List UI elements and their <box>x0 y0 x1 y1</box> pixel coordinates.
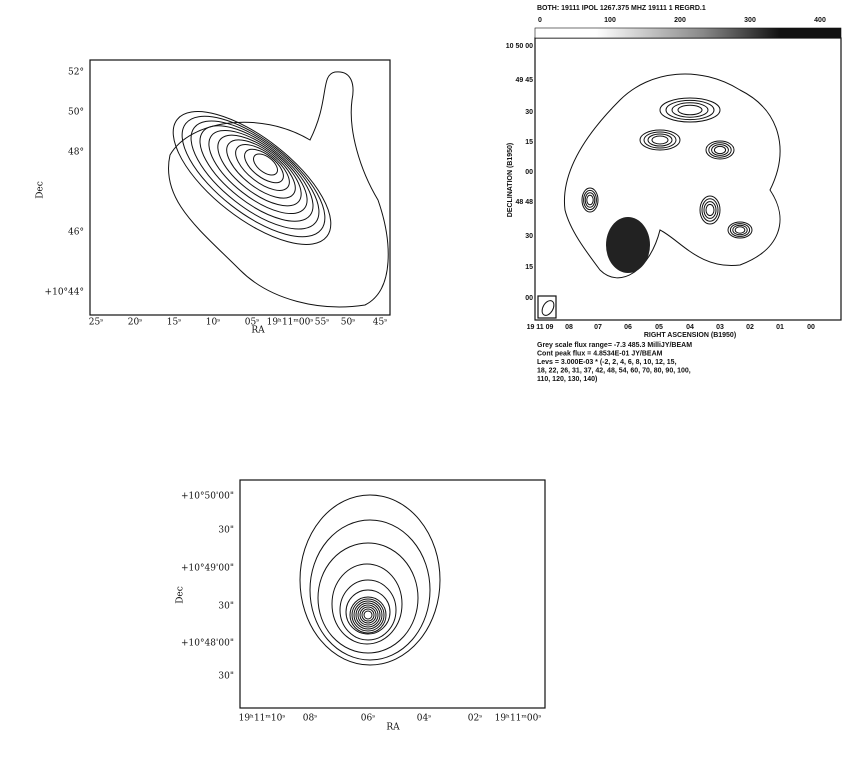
caption-line: 110, 120, 130, 140) <box>537 376 597 383</box>
y-tick-label: +10°50'00" <box>181 492 234 502</box>
x-tick-label: 19 11 09 <box>527 324 554 331</box>
y-tick-label: 00 <box>525 169 533 176</box>
contour <box>660 98 720 122</box>
x-tick-label: 04 <box>686 324 694 331</box>
x-tick-label: 00 <box>807 324 815 331</box>
y-tick-label: 15 <box>525 139 533 146</box>
colorbar-tick-label: 400 <box>814 17 826 24</box>
y-tick-label: +10°49'00" <box>181 564 234 574</box>
y-tick-label: 10 50 00 <box>506 43 533 50</box>
x-axis-label: RIGHT ASCENSION (B1950) <box>644 332 736 339</box>
colorbar-tick-label: 200 <box>674 17 686 24</box>
contour <box>706 141 734 159</box>
x-tick-label: 02ˢ <box>468 714 482 724</box>
contours <box>538 74 780 318</box>
y-tick-label: 30 <box>525 109 533 116</box>
x-tick-label: 50ˢ <box>341 318 355 328</box>
contour <box>318 543 418 653</box>
y-axis-label: DECLINATION (B1950) <box>507 143 514 218</box>
y-tick-label: 15 <box>525 264 533 271</box>
x-tick-label: 19ʰ11ᵐ00ˢ <box>495 714 542 724</box>
figure: 52°50°48°46°+10°44°25ˢ20ˢ15ˢ10ˢ05ˢ19ʰ11ᵐ… <box>0 0 842 758</box>
y-tick-label: 30 <box>525 233 533 240</box>
x-tick-label: 05 <box>655 324 663 331</box>
x-tick-label: 15ˢ <box>167 318 181 328</box>
y-tick-label: +10°48'00" <box>181 639 234 649</box>
contour <box>678 105 702 115</box>
panel-frame <box>240 480 545 708</box>
y-tick-label: 00 <box>525 295 533 302</box>
contour <box>332 564 402 644</box>
x-tick-label: 20ˢ <box>128 318 142 328</box>
caption-line: Cont peak flux = 4.8534E-01 JY/BEAM <box>537 350 663 357</box>
y-tick-label: 48° <box>68 148 84 158</box>
y-tick-label: 30" <box>218 672 234 682</box>
x-axis-label: RA <box>386 723 400 733</box>
contour <box>700 196 720 224</box>
panel-frame <box>90 60 390 315</box>
caption-line: 18, 22, 26, 31, 37, 42, 48, 54, 60, 70, … <box>537 367 691 374</box>
contours <box>153 72 389 307</box>
y-tick-label: 50° <box>68 108 84 118</box>
contour <box>358 605 378 625</box>
colorbar <box>535 28 841 38</box>
contours <box>300 495 440 665</box>
contour <box>564 74 780 278</box>
contour <box>168 72 388 307</box>
x-tick-label: 02 <box>746 324 754 331</box>
y-tick-label: 52° <box>68 68 84 78</box>
x-tick-label: 08ˢ <box>303 714 317 724</box>
x-tick-label: 19ʰ11ᵐ10ˢ <box>239 714 286 724</box>
y-tick-label: +10°44° <box>45 288 84 298</box>
x-tick-label: 10ˢ <box>206 318 220 328</box>
x-tick-label: 04ˢ <box>417 714 431 724</box>
contour <box>352 599 384 631</box>
caption-line: Grey scale flux range= -7.3 485.3 MilliJ… <box>537 342 692 349</box>
beam <box>540 299 557 318</box>
x-tick-label: 45ˢ <box>373 318 387 328</box>
contour <box>706 204 714 215</box>
contour <box>350 597 386 633</box>
x-tick-label: 01 <box>776 324 784 331</box>
contour <box>582 188 598 212</box>
y-axis-label: Dec <box>36 181 46 199</box>
bright-region <box>606 217 650 273</box>
contour <box>163 95 343 258</box>
x-tick-label: 08 <box>565 324 573 331</box>
contour <box>364 611 372 619</box>
y-tick-label: 30" <box>218 526 234 536</box>
x-tick-label: 06ˢ <box>361 714 375 724</box>
y-tick-label: 30" <box>218 602 234 612</box>
x-axis-label: RA <box>251 326 265 336</box>
y-tick-label: 46° <box>68 228 84 238</box>
x-tick-label: 25ˢ <box>89 318 103 328</box>
x-tick-label: 03 <box>716 324 724 331</box>
colorbar-tick-label: 100 <box>604 17 616 24</box>
contour <box>714 146 725 153</box>
x-tick-label: 19ʰ11ᵐ00ˢ <box>267 318 314 328</box>
colorbar-tick-label: 300 <box>744 17 756 24</box>
x-tick-label: 55ˢ <box>315 318 329 328</box>
contour <box>174 102 336 249</box>
contour <box>640 130 680 150</box>
colorbar-tick-label: 0 <box>538 17 542 24</box>
x-tick-label: 07 <box>594 324 602 331</box>
y-tick-label: 48 48 <box>515 199 533 206</box>
panel-frame <box>535 38 841 320</box>
y-tick-label: 49 45 <box>515 77 533 84</box>
contour <box>735 227 745 233</box>
contour <box>652 136 668 144</box>
y-axis-label: Dec <box>176 586 186 604</box>
x-tick-label: 06 <box>624 324 632 331</box>
contour <box>587 195 593 205</box>
contour <box>728 222 752 238</box>
caption-line: Levs = 3.000E-03 * (-2, 2, 4, 6, 8, 10, … <box>537 359 677 366</box>
panel-header: BOTH: 19111 IPOL 1267.375 MHZ 19111 1 RE… <box>537 5 706 12</box>
